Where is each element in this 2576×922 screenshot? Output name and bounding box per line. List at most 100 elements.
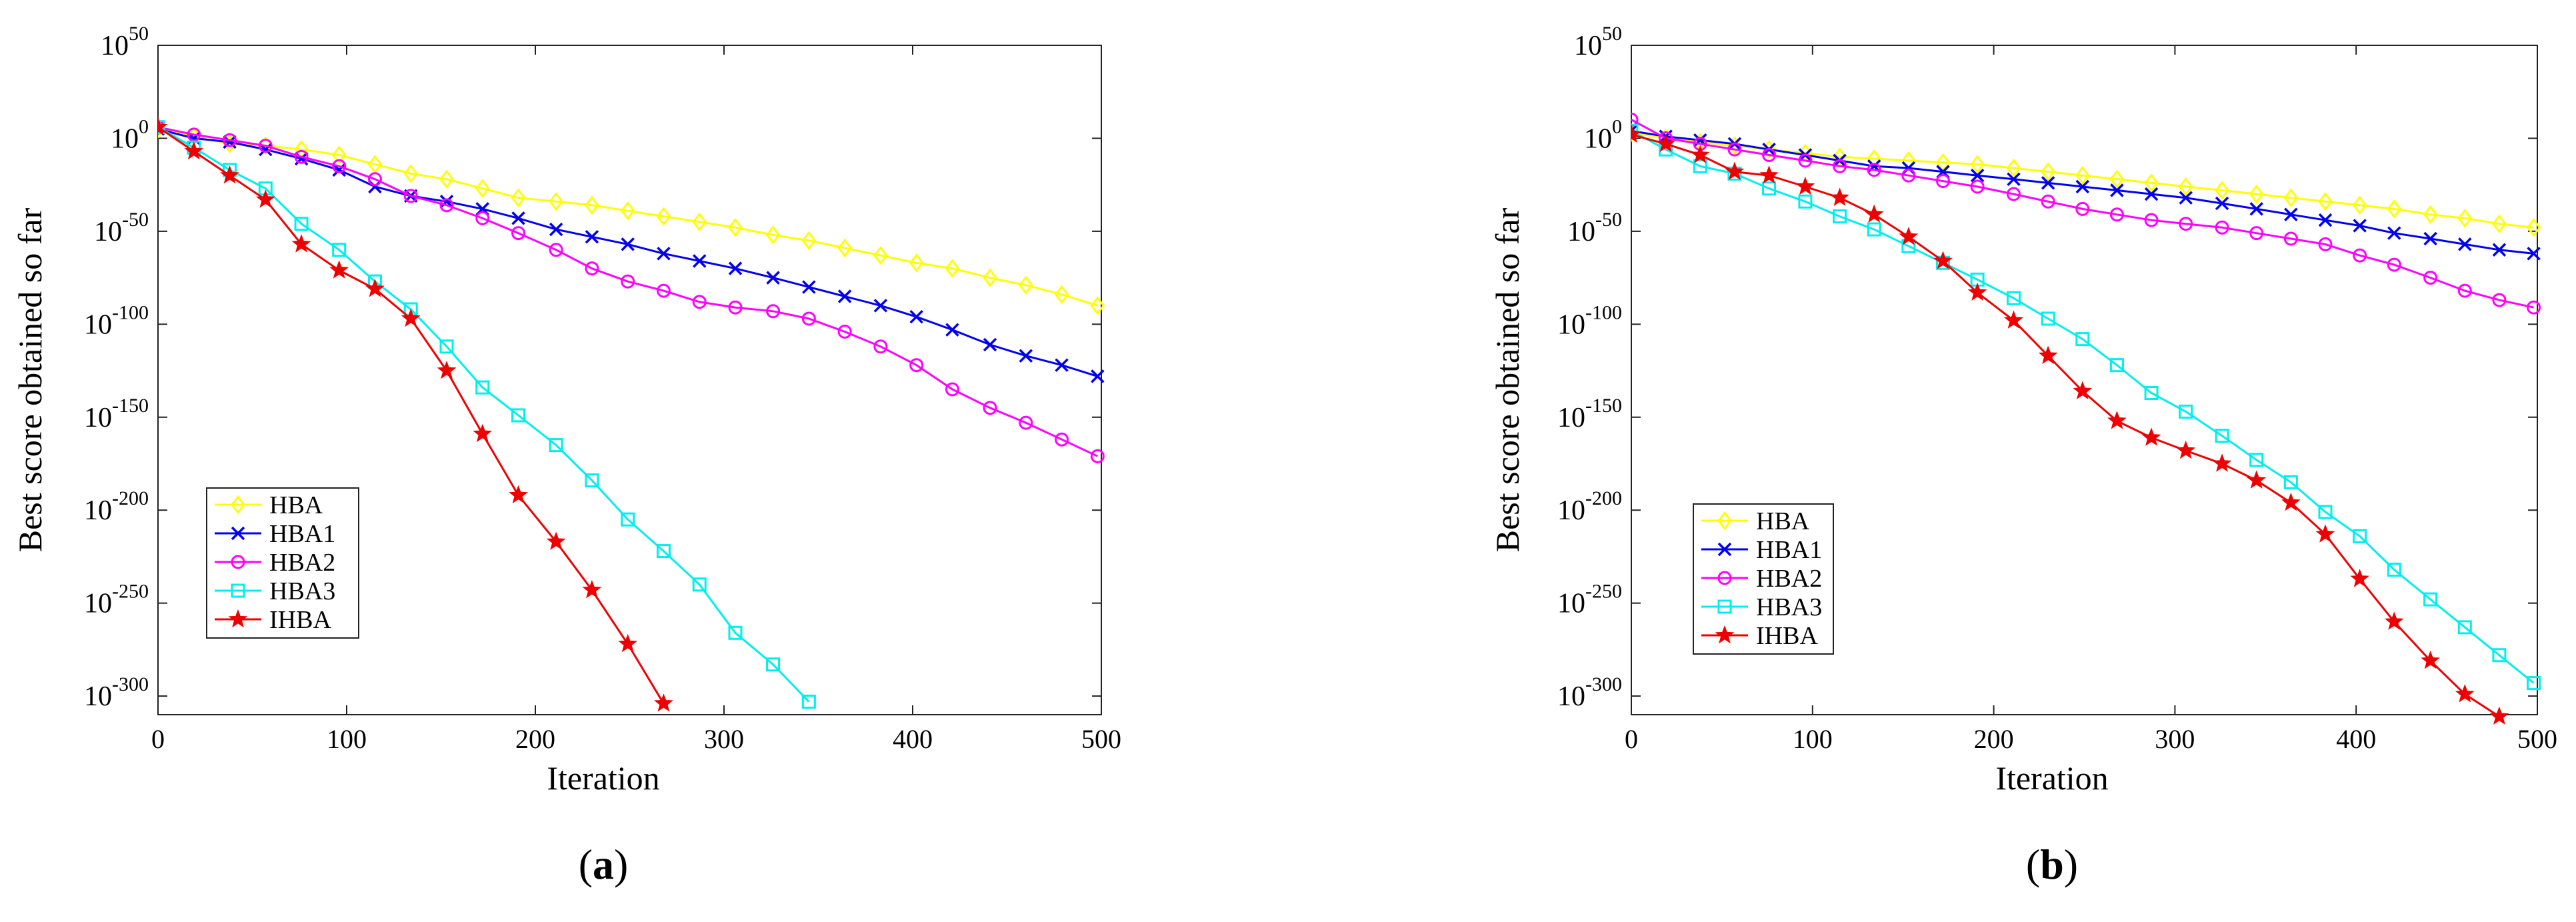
data-point-hba2 — [2457, 283, 2472, 298]
legend-marker — [228, 609, 248, 628]
data-point-hba1 — [2179, 191, 2193, 205]
data-point-ihba — [1725, 161, 1745, 180]
data-point-hba3 — [1693, 159, 1707, 173]
data-point-hba3 — [2215, 429, 2229, 443]
data-point-hba1 — [511, 211, 525, 225]
data-point-ihba — [2421, 650, 2441, 669]
data-point-hba — [2041, 162, 2056, 181]
data-point-hba1 — [728, 261, 743, 275]
data-point-hba — [2526, 218, 2541, 237]
data-point-hba2 — [187, 127, 201, 142]
data-point-hba — [258, 136, 273, 155]
data-point-hba2 — [367, 172, 382, 187]
data-point-hba3 — [158, 120, 165, 135]
y-tick-base: 10 — [1557, 403, 1585, 433]
data-point-hba1 — [2284, 207, 2298, 222]
data-point-hba2 — [728, 300, 743, 315]
data-point-ihba — [546, 531, 566, 550]
y-tick-base: 10 — [84, 495, 112, 526]
data-point-ihba — [2315, 524, 2335, 543]
data-point-hba — [439, 169, 454, 189]
series-group — [1631, 113, 2541, 725]
data-point-hba — [2144, 173, 2159, 193]
y-tick-exponent: -200 — [112, 487, 149, 509]
y-tick-exponent: -200 — [1585, 487, 1622, 509]
data-point-hba3 — [2492, 648, 2507, 663]
data-point-hba1 — [2423, 231, 2437, 246]
data-point-hba1 — [2144, 187, 2159, 201]
legend-label: HBA3 — [269, 577, 335, 605]
data-point-hba3 — [621, 512, 635, 527]
data-point-hba3 — [2457, 620, 2472, 635]
data-point-hba3 — [2423, 592, 2438, 607]
legend-label: HBA1 — [1756, 536, 1822, 564]
data-point-hba1 — [2215, 196, 2229, 211]
data-point-hba2 — [2249, 226, 2264, 241]
data-point-hba — [2075, 166, 2090, 185]
data-point-hba2 — [2423, 271, 2438, 285]
data-point-hba3 — [585, 473, 599, 488]
data-point-hba2 — [2353, 248, 2367, 263]
data-point-hba2 — [873, 339, 888, 354]
data-point-hba2 — [403, 189, 418, 203]
x-tick-label: 500 — [1081, 724, 1121, 754]
data-point-hba2 — [656, 283, 671, 298]
y-tick-label: 10-100 — [1557, 301, 1622, 340]
y-tick-exponent: 0 — [1612, 115, 1622, 137]
y-axis-label: Best score obtained so far — [1489, 207, 1526, 552]
data-point-hba2 — [2492, 293, 2507, 307]
data-point-ihba — [1656, 133, 1676, 153]
data-point-ihba — [2455, 684, 2475, 703]
y-tick-label: 10-200 — [1557, 487, 1622, 526]
data-point-hba1 — [2492, 243, 2507, 257]
y-tick-base: 10 — [1557, 495, 1585, 526]
data-point-hba2 — [909, 358, 924, 373]
data-point-hba2 — [1798, 153, 1813, 168]
data-point-hba — [909, 253, 924, 273]
y-tick-label: 100 — [1584, 115, 1622, 154]
data-point-hba — [2387, 199, 2402, 219]
data-point-ihba — [401, 308, 421, 327]
data-point-hba2 — [2179, 217, 2193, 231]
y-tick-base: 10 — [84, 681, 112, 712]
x-tick-label: 200 — [515, 724, 555, 754]
data-point-hba — [2423, 205, 2438, 224]
data-point-hba3 — [549, 438, 563, 453]
data-point-hba1 — [657, 247, 671, 261]
data-point-hba3 — [728, 625, 743, 640]
legend-label: HBA3 — [1756, 593, 1822, 621]
data-point-ihba — [291, 234, 311, 253]
y-tick-exponent: -250 — [112, 581, 149, 603]
series-group — [158, 117, 1105, 712]
data-point-hba2 — [585, 261, 599, 276]
legend-marker — [1717, 571, 1732, 585]
data-point-hba3 — [2041, 311, 2055, 326]
series-line-hba — [158, 128, 1098, 307]
y-tick-exponent: -100 — [112, 301, 149, 323]
data-point-hba2 — [1935, 174, 1950, 189]
data-point-ihba — [1759, 165, 1779, 184]
data-point-ihba — [1690, 145, 1710, 163]
data-point-hba1 — [2353, 219, 2367, 233]
y-tick-base: 10 — [1557, 681, 1585, 712]
data-point-ihba — [1631, 124, 1641, 143]
data-point-ihba — [2073, 381, 2093, 400]
data-point-hba — [2109, 169, 2125, 189]
legend-label: HBA2 — [1756, 565, 1822, 593]
data-point-hba — [2215, 181, 2229, 200]
data-point-hba2 — [945, 382, 959, 397]
data-point-hba1 — [2527, 247, 2541, 261]
data-point-hba — [475, 179, 490, 198]
data-point-ihba — [2212, 453, 2232, 472]
panel-label-open: ( — [2026, 841, 2040, 888]
data-point-hba — [2457, 209, 2473, 228]
y-tick-exponent: -300 — [1585, 673, 1622, 695]
data-point-hba1 — [2007, 172, 2021, 187]
data-point-hba — [549, 192, 564, 211]
data-point-ihba — [2038, 345, 2058, 365]
data-point-ihba — [2350, 569, 2370, 587]
y-tick-base: 10 — [84, 309, 112, 340]
panel-label-close: ) — [614, 841, 628, 888]
legend-marker — [1717, 511, 1732, 531]
y-tick-exponent: 50 — [1602, 23, 1622, 45]
